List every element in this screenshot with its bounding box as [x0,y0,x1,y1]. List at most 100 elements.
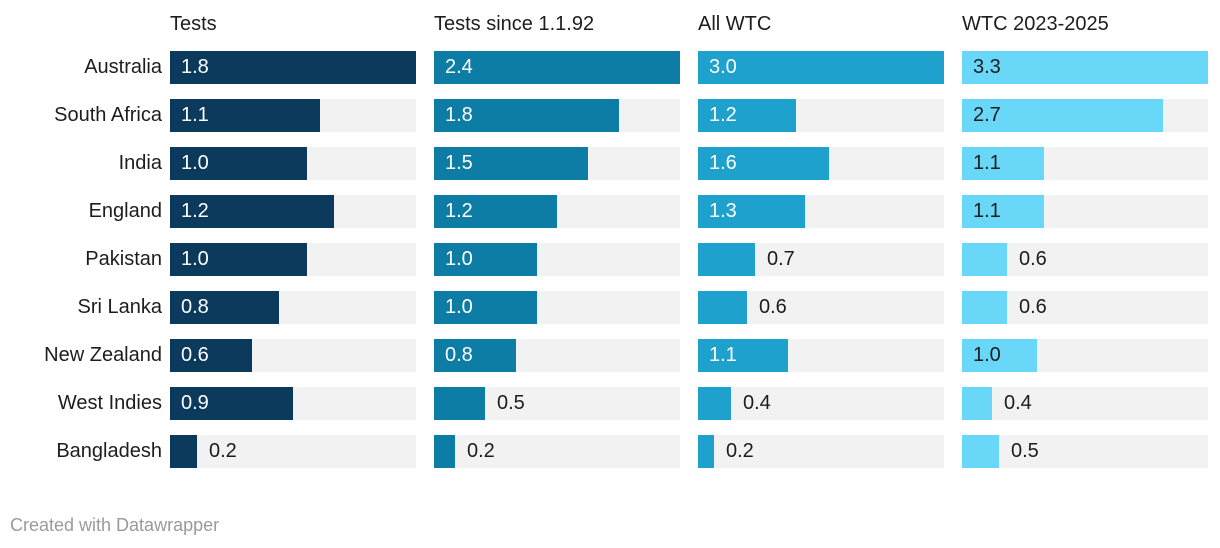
bar-track: 1.1 [698,339,944,372]
bar-track: 3.3 [962,51,1208,84]
bar-track: 1.2 [170,195,416,228]
bar-value-label: 3.3 [973,56,1001,78]
header-spacer [0,0,170,51]
bar-value-label: 1.1 [973,152,1001,174]
bar [698,243,755,276]
bar-track: 2.4 [434,51,680,84]
bar-track: 0.4 [698,387,944,420]
column-header: Tests since 1.1.92 [434,13,595,35]
bar [962,99,1163,132]
bar-track: 0.5 [962,435,1208,468]
bar [434,435,455,468]
bar [962,195,1044,228]
bar [434,387,485,420]
bar [962,147,1044,180]
bar-value-label: 2.4 [445,56,473,78]
bar-track: 1.0 [170,243,416,276]
bar-value-label: 2.7 [973,104,1001,126]
footer: Created with Datawrapper [0,515,1220,536]
bar-value-label: 1.1 [709,344,737,366]
bar-track: 1.2 [698,99,944,132]
bar-value-label: 3.0 [709,56,737,78]
row-label: New Zealand [44,344,162,366]
bar [698,435,714,468]
bar-value-label: 0.2 [467,440,495,462]
datawrapper-credit-link[interactable]: Created with Datawrapper [10,515,220,535]
bar-track: 0.6 [962,243,1208,276]
bar-track: 0.8 [170,291,416,324]
bar-value-label: 0.9 [181,392,209,414]
bar-track: 0.6 [962,291,1208,324]
bar-track: 1.1 [962,195,1208,228]
bar-track: 3.0 [698,51,944,84]
bar [170,195,334,228]
row-label: India [118,152,162,174]
bar-track: 1.0 [170,147,416,180]
bar-value-label: 1.5 [445,152,473,174]
bar-value-label: 0.2 [209,440,237,462]
column-header: WTC 2023-2025 [962,13,1109,35]
bar [698,291,747,324]
row-label: South Africa [54,104,162,126]
row-label: Bangladesh [56,440,162,462]
bar [962,435,999,468]
bar-track: 1.0 [434,243,680,276]
row-label: England [88,200,162,222]
row-label: West Indies [57,392,162,414]
bar-value-label: 0.5 [1011,440,1039,462]
bar-column: Tests 1.8 1.1 1.0 1.2 1.0 0.8 0.6 0.9 0.2 [170,0,416,483]
bar-value-label: 1.8 [445,104,473,126]
bar-value-label: 0.6 [759,296,787,318]
bar [170,339,252,372]
bar-track: 2.7 [962,99,1208,132]
bar-value-label: 0.6 [1019,248,1047,270]
bar [698,51,944,84]
bar-track: 1.8 [170,51,416,84]
bar-track: 0.2 [434,435,680,468]
bar [434,147,588,180]
bar [434,291,537,324]
bar [698,99,796,132]
bar [962,339,1037,372]
bar [962,387,992,420]
bar [962,291,1007,324]
bar-track: 1.0 [962,339,1208,372]
bar [434,51,680,84]
bar-value-label: 0.4 [1004,392,1032,414]
bar-track: 0.7 [698,243,944,276]
bar [170,387,293,420]
bar-value-label: 0.8 [181,296,209,318]
bar [434,243,537,276]
bar-value-label: 0.8 [445,344,473,366]
bar [170,51,416,84]
bar-value-label: 1.1 [973,200,1001,222]
bar [170,435,197,468]
bar-column: Tests since 1.1.92 2.4 1.8 1.5 1.2 1.0 1.0 0.8 0… [434,0,680,483]
bar-value-label: 1.2 [445,200,473,222]
bar [698,147,829,180]
bar-track: 1.6 [698,147,944,180]
bar-value-label: 1.0 [181,248,209,270]
bar [434,99,619,132]
bar-value-label: 1.1 [181,104,209,126]
bar [170,147,307,180]
bar-value-label: 1.0 [445,296,473,318]
bar-track: 1.1 [170,99,416,132]
bar [698,195,805,228]
bar [962,51,1208,84]
bar-value-label: 0.5 [497,392,525,414]
bar-track: 0.9 [170,387,416,420]
bar-chart-grid: Australia South Africa India England Pakista… [0,0,1208,483]
bar [434,339,516,372]
bar-track: 0.5 [434,387,680,420]
bar [170,99,320,132]
bar-track: 0.2 [170,435,416,468]
bar-value-label: 1.2 [709,104,737,126]
bar-column: WTC 2023-2025 3.3 2.7 1.1 1.1 0.6 0.6 1.0 0.4 0.5 [962,0,1208,483]
bar-column: All WTC 3.0 1.2 1.6 1.3 0.7 0.6 1.1 0.4 0.2 [698,0,944,483]
row-label: Sri Lanka [77,296,163,318]
grouped-bar-chart: Australia South Africa India England Pakista… [0,0,1220,536]
bar [698,339,788,372]
bar-track: 1.1 [962,147,1208,180]
bar-value-label: 1.8 [181,56,209,78]
